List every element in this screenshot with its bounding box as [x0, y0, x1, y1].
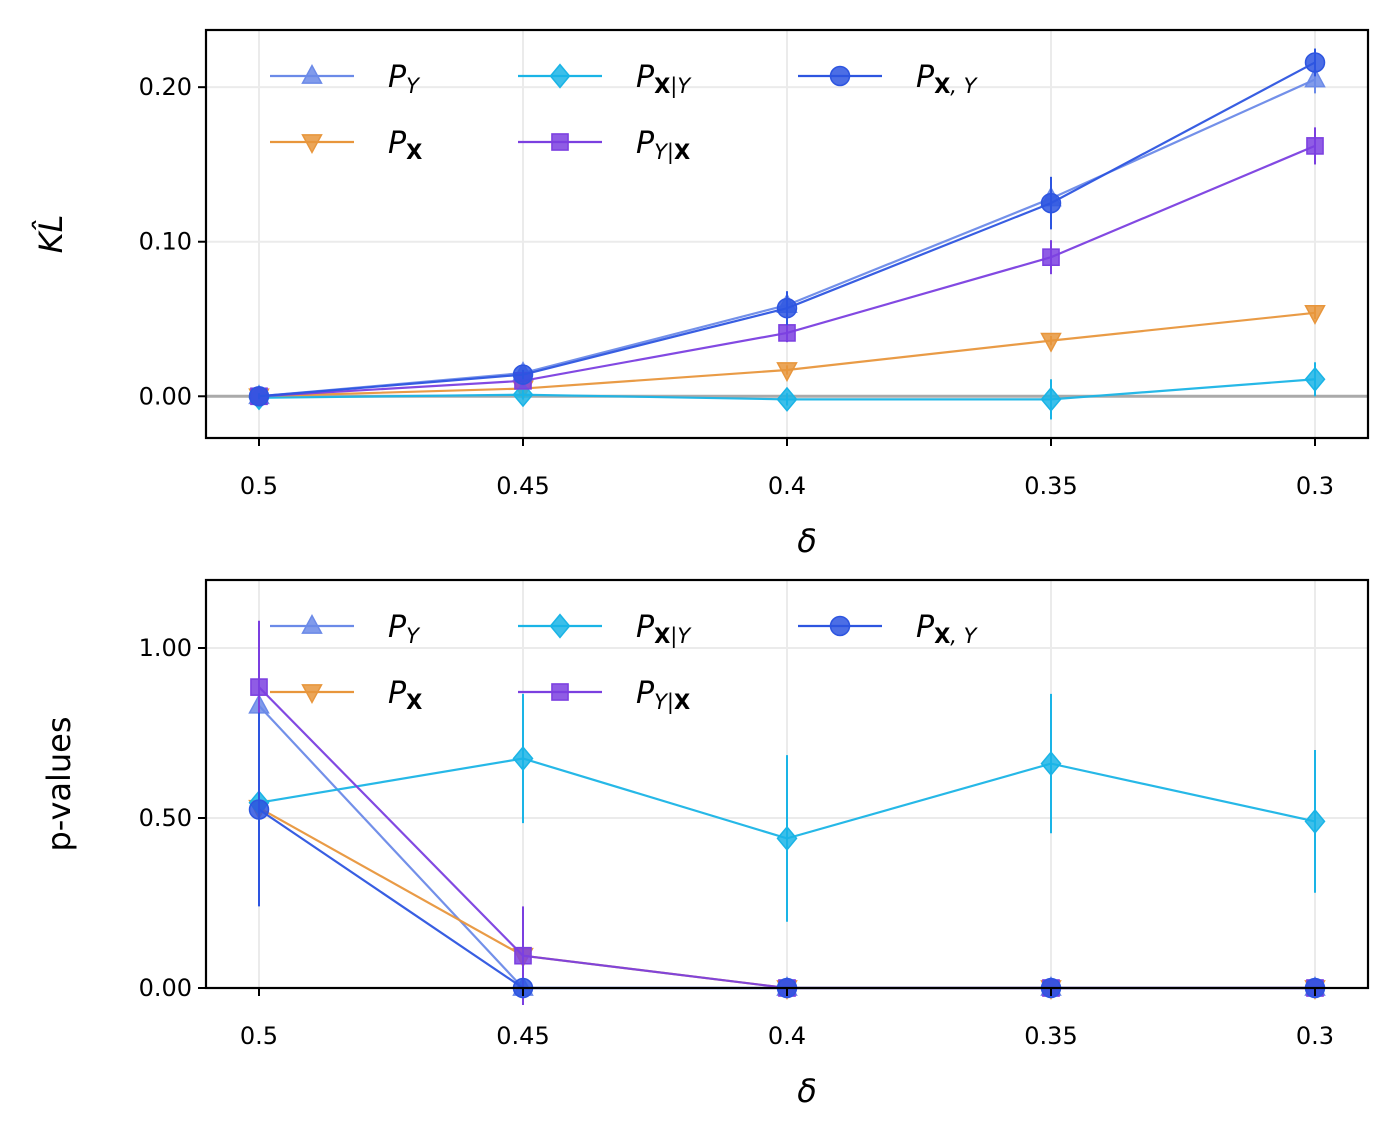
y-tick-label: 1.00 [139, 634, 192, 662]
data-point [778, 324, 796, 342]
data-point [1040, 751, 1062, 777]
legend-marker [551, 683, 569, 701]
legend-marker [301, 63, 323, 84]
data-point [248, 386, 270, 407]
legend-marker [829, 65, 851, 87]
legend-item: PX, Y [798, 60, 979, 98]
legend-label: PX, Y [916, 610, 979, 648]
x-axis-label: δ [797, 1072, 817, 1110]
legend-item: PX [270, 676, 422, 714]
legend-item: PX [270, 126, 422, 164]
legend-label: PX|Y [636, 610, 692, 649]
data-point [776, 297, 798, 319]
x-tick-label: 0.35 [1024, 1022, 1077, 1050]
legend-item: PY|X [518, 126, 690, 165]
x-tick-label: 0.45 [496, 472, 549, 500]
legend-label: PX [388, 126, 422, 164]
data-point [1304, 808, 1326, 834]
data-point [248, 799, 270, 820]
data-point [1306, 137, 1324, 155]
y-tick-label: 0.10 [139, 228, 192, 256]
y-tick-label: 0.50 [139, 804, 192, 832]
data-point [1304, 304, 1326, 325]
data-point [1040, 332, 1062, 353]
x-tick-label: 0.35 [1024, 472, 1077, 500]
pvalue-panel: 0.5 0.45 0.4 0.35 0.3 0.00 0.50 1.00 δ p-values PY… [40, 578, 1370, 1110]
data-point [512, 364, 534, 385]
series-pxy [248, 362, 1326, 420]
legend-label: PX [388, 676, 422, 714]
legend-marker [549, 613, 571, 639]
x-tick-label: 0.3 [1296, 1022, 1334, 1050]
data-point [776, 386, 798, 412]
x-tick-label: 0.3 [1296, 472, 1334, 500]
legend-label: PY|X [636, 676, 690, 715]
data-point [1040, 386, 1062, 412]
data-point [512, 745, 534, 772]
data-point [776, 362, 798, 383]
y-tick-label: 0.20 [139, 73, 192, 101]
y-tick-label: 0.00 [139, 974, 192, 1002]
legend-label: PY|X [636, 126, 690, 165]
data-point [1304, 52, 1326, 73]
legend: PY PX PX|Y PY|X PX, Y [270, 60, 979, 165]
legend-marker [551, 133, 569, 151]
y-tick-label: 0.00 [139, 382, 192, 410]
legend-item: PX|Y [518, 610, 692, 649]
legend-item: PY [270, 610, 421, 648]
legend: PY PX PX|Y PY|X PX, Y [270, 610, 979, 715]
data-point [1040, 192, 1062, 214]
data-point [776, 825, 798, 851]
legend-marker [301, 684, 323, 705]
data-point [250, 678, 268, 696]
legend-item: PX, Y [798, 610, 979, 648]
kl-panel: 0.5 0.45 0.4 0.35 0.3 0.00 0.10 0.20 δ KL̂ PY PX PX|… [32, 28, 1370, 560]
data-point [1304, 366, 1326, 392]
x-tick-label: 0.5 [240, 1022, 278, 1050]
legend-label: PY [388, 610, 421, 648]
x-tick-label: 0.45 [496, 1022, 549, 1050]
legend-item: PY [270, 60, 421, 98]
y-axis-label: KL̂ [32, 215, 70, 254]
x-tick-label: 0.4 [768, 472, 806, 500]
legend-label: PX|Y [636, 60, 692, 99]
x-tick-label: 0.4 [768, 1022, 806, 1050]
legend-label: PX, Y [916, 60, 979, 98]
data-point [1042, 248, 1060, 267]
data-point [514, 946, 532, 965]
x-axis-label: δ [797, 522, 817, 560]
legend-item: PX|Y [518, 60, 692, 99]
series-pxy [248, 48, 1326, 407]
y-axis-label: p-values [40, 716, 78, 851]
legend-marker [829, 615, 851, 637]
legend-label: PY [388, 60, 421, 98]
data-point [1304, 67, 1326, 88]
x-tick-label: 0.5 [240, 472, 278, 500]
legend-marker [301, 613, 323, 634]
legend-marker [549, 63, 571, 89]
legend-item: PY|X [518, 676, 690, 715]
legend-marker [301, 134, 323, 155]
